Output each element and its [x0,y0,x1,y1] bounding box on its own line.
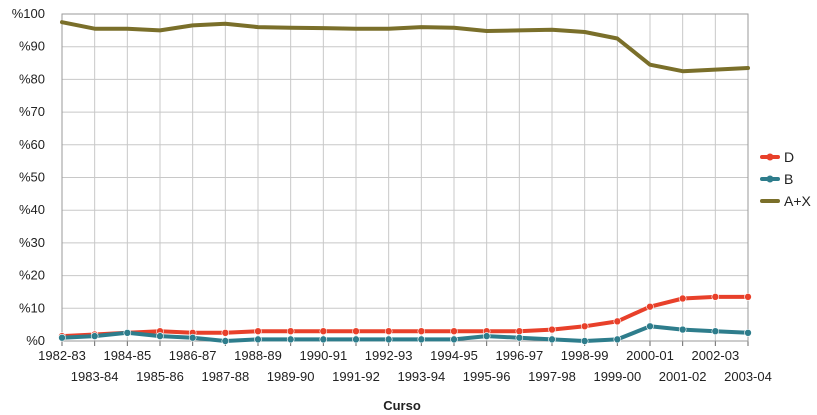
y-tick-label: %70 [19,104,45,119]
series-lines [59,22,752,344]
y-tick-label: %50 [19,170,45,185]
x-tick-label: 1986-87 [169,348,217,363]
x-tick-label: 1998-99 [561,348,609,363]
x-tick-label: 1997-98 [528,369,576,384]
data-point [483,333,490,340]
x-tick-label: 1999-00 [593,369,641,384]
legend-label: A+X [784,193,812,209]
y-tick-label: %100 [12,6,45,21]
data-point [647,323,654,330]
data-point [124,329,131,336]
x-tick-label: 1983-84 [71,369,119,384]
data-point [353,328,360,335]
x-tick-label: 1995-96 [463,369,511,384]
data-point [581,338,588,345]
data-point [516,328,523,335]
data-point [353,336,360,343]
data-point [614,318,621,325]
data-point [222,338,229,345]
data-point [647,303,654,310]
data-point [255,328,262,335]
x-tick-label: 1989-90 [267,369,315,384]
data-point [679,326,686,333]
data-point [287,336,294,343]
legend-marker [767,176,774,183]
data-point [255,336,262,343]
y-tick-label: %60 [19,137,45,152]
data-point [385,328,392,335]
data-point [679,295,686,302]
x-tick-label: 1994-95 [430,348,478,363]
y-tick-label: %0 [26,333,45,348]
y-tick-labels: %0 %10 %20 %30 %40 %50 %60 %70 %80 %90 %100 [12,6,45,348]
data-point [287,328,294,335]
data-point [712,293,719,300]
x-tick-label: 1984-85 [103,348,151,363]
axes [62,14,748,346]
data-point [745,293,752,300]
legend-marker [767,154,774,161]
series-line-B [62,326,748,341]
data-point [549,326,556,333]
data-point [91,333,98,340]
data-point [157,333,164,340]
data-point [222,329,229,336]
x-axis-label: Curso [383,398,421,413]
data-point [320,336,327,343]
data-point [418,328,425,335]
legend-label: D [784,149,794,165]
data-point [385,336,392,343]
y-tick-label: %20 [19,268,45,283]
x-tick-label: 2003-04 [724,369,772,384]
y-tick-label: %80 [19,71,45,86]
legend: DB A+X [758,142,814,216]
x-tick-labels: 1982-83 1983-84 1984-85 1985-86 1986-87 1987-… [38,348,772,384]
x-tick-label: 1993-94 [397,369,445,384]
data-point [745,329,752,336]
data-point [712,328,719,335]
data-point [451,328,458,335]
x-tick-label: 1985-86 [136,369,184,384]
x-tick-label: 1987-88 [201,369,249,384]
legend-label: B [784,171,793,187]
data-point [581,323,588,330]
data-point [614,336,621,343]
data-point [320,328,327,335]
x-tick-label: 2000-01 [626,348,674,363]
x-tick-label: 2002-03 [691,348,739,363]
data-point [189,334,196,341]
x-tick-label: 1992-93 [365,348,413,363]
x-tick-label: 2001-02 [659,369,707,384]
data-point [418,336,425,343]
x-tick-label: 1988-89 [234,348,282,363]
x-tick-label: 1982-83 [38,348,86,363]
data-point [549,336,556,343]
data-point [516,334,523,341]
y-tick-label: %30 [19,235,45,250]
data-point [451,336,458,343]
y-tick-label: %40 [19,202,45,217]
x-tick-label: 1996-97 [495,348,543,363]
y-tick-label: %10 [19,300,45,315]
x-tick-label: 1990-91 [299,348,347,363]
y-tick-label: %90 [19,39,45,54]
data-point [59,334,66,341]
x-tick-label: 1991-92 [332,369,380,384]
